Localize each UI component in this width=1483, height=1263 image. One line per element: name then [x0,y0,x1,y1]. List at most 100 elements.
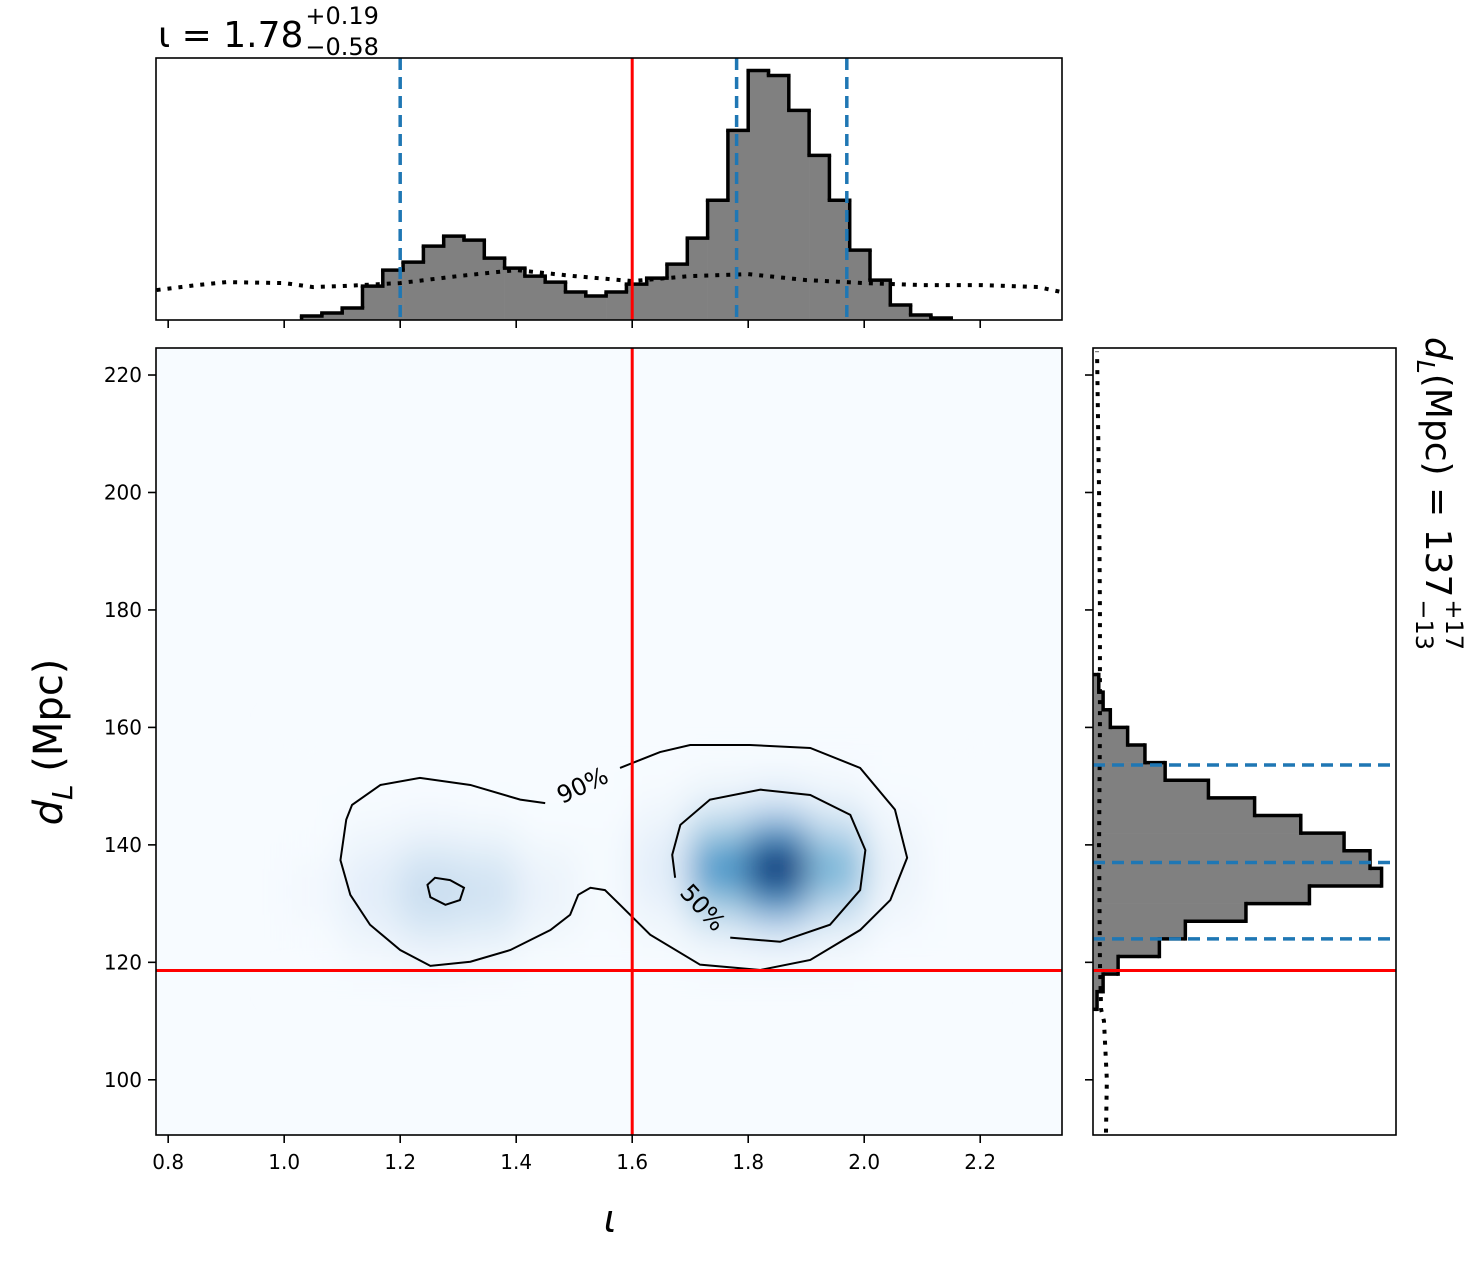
density-cell [632,821,691,846]
density-cell [864,750,923,775]
hist-bar [1093,974,1104,992]
density-cell [574,750,633,775]
x-tick-label: 1.0 [268,1150,300,1174]
density-cell [864,938,923,963]
density-cell [806,915,865,940]
density-cell [342,891,401,916]
density-cell [342,821,401,846]
hist-bar [1093,727,1128,746]
density-cell [806,774,865,799]
hist-bar [1093,991,1098,1010]
density-cell [748,750,807,775]
density-cell [516,938,575,963]
x-tick-label: 1.6 [616,1150,648,1174]
density-cell [864,844,923,869]
y-label-rest: (Mpc) [26,659,72,785]
hist-bar [1093,674,1099,693]
hist-bar [707,200,729,320]
hist-bar [870,280,891,320]
top-title-minus: −0.58 [305,33,379,61]
contour-line [426,876,466,906]
density-cell [400,962,459,987]
density-cell [806,821,865,846]
y-tick-label: 140 [104,833,142,857]
density-cell [458,962,517,987]
density-cell [806,891,865,916]
hist-bar [1093,709,1111,728]
density-cell [284,774,343,799]
density-cell [400,891,459,916]
hist-bar [667,264,688,320]
density-cell [516,727,575,752]
density-cell [516,962,575,987]
density-cell [284,821,343,846]
density-cell [690,774,749,799]
density-cell [458,915,517,940]
density-cell [806,938,865,963]
density-cell [458,868,517,893]
density-cell [342,727,401,752]
hist-bar [1093,921,1186,940]
density-cell [458,891,517,916]
right-title-rest: (Mpc) = 137 [1417,374,1458,598]
density-cell [864,962,923,987]
density-cell [516,891,575,916]
axes: 0.8 1.0 1.2 1.4 1.6 1.8 2.0 2.2 100 120 140 160 180 2… [104,320,1093,1174]
contour-line [671,788,867,943]
density-cell [922,868,981,893]
hist-bar [524,276,546,320]
right-histogram [1093,351,1396,1133]
density-cell [574,821,633,846]
y-label-main: d [26,799,72,825]
x-tick-label: 1.4 [500,1150,532,1174]
density-cell [690,938,749,963]
prior-line [156,268,1062,295]
density-cell [400,868,459,893]
density-cell [864,915,923,940]
density-cell [922,962,981,987]
hist-bar [890,305,911,320]
top-title: ι = 1.78 +0.19 −0.58 [158,2,379,61]
density-cell [748,891,807,916]
density-cell [632,844,691,869]
density-cell [574,868,633,893]
hist-bar [1093,815,1301,834]
right-title-main: d [1417,337,1458,361]
hist-bar [606,292,627,320]
density-cell [922,938,981,963]
density-cell [342,962,401,987]
density-cell [806,844,865,869]
density-cell [690,844,749,869]
hist-bar [809,155,830,320]
density-cell [632,727,691,752]
density-cell [632,750,691,775]
top-histogram [156,58,1062,320]
density-cell [400,821,459,846]
density-cell [574,891,633,916]
y-label-sub: L [46,784,79,800]
density-cell [284,844,343,869]
density-cell [516,844,575,869]
density-cell [284,727,343,752]
hist-bar [626,284,648,320]
density-cell [400,727,459,752]
density-cell [922,844,981,869]
density-cell [284,750,343,775]
hist-bar [1093,903,1246,922]
density-cell [806,797,865,822]
x-tick-label: 2.2 [964,1150,996,1174]
density-cell [400,844,459,869]
density-cell [690,750,749,775]
density-cell [748,844,807,869]
density-cell [458,938,517,963]
density-cell [632,962,691,987]
density-cell [922,891,981,916]
hist-bar [1093,850,1371,869]
density-cell [458,727,517,752]
density-cell [284,938,343,963]
density-cell [400,750,459,775]
density-cell [342,915,401,940]
right-title-sub: L [1411,360,1440,374]
main-frame [155,347,1063,1136]
